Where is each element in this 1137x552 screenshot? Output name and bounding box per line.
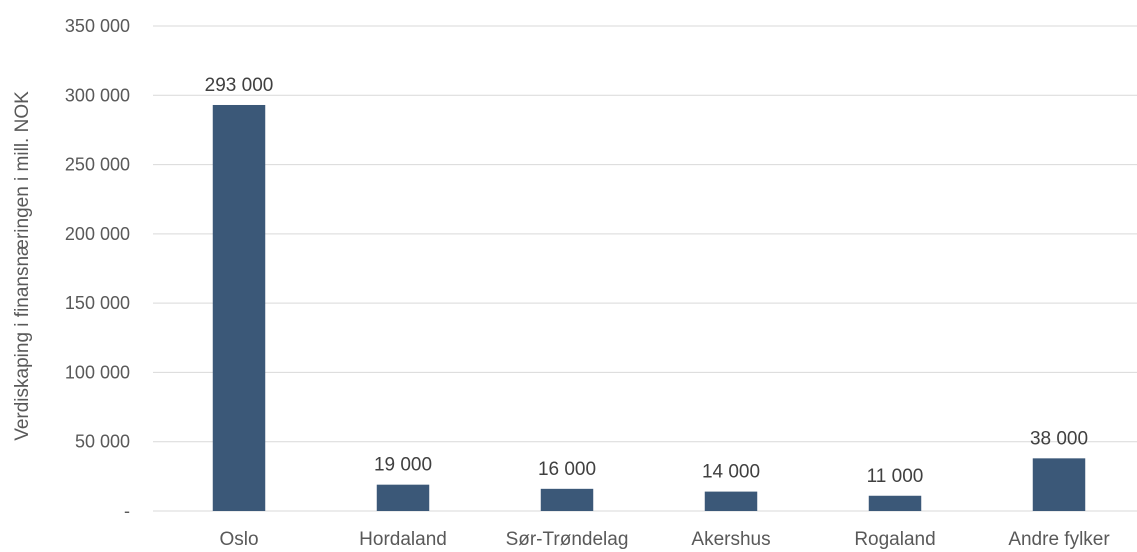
data-labels: 293 000 19 000 16 000 14 000 11 000 38 000 <box>205 75 1088 487</box>
bar <box>1032 458 1086 511</box>
data-label: 11 000 <box>867 466 924 487</box>
y-tick-label: 300 000 <box>65 85 130 105</box>
x-category-label: Sør-Trøndelag <box>506 529 629 550</box>
data-label: 14 000 <box>702 462 760 483</box>
x-axis-categories: Oslo Hordaland Sør-Trøndelag Akershus Rogala… <box>219 529 1110 550</box>
bar <box>376 484 430 511</box>
y-tick-label: 200 000 <box>65 224 130 244</box>
bar <box>212 104 266 511</box>
data-label: 19 000 <box>374 455 432 476</box>
x-category-label: Hordaland <box>359 529 447 550</box>
x-category-label: Oslo <box>219 529 258 550</box>
x-category-label: Andre fylker <box>1008 529 1110 550</box>
y-axis-title: Verdiskaping i finansnæringen i mill. NO… <box>12 91 33 441</box>
data-label: 38 000 <box>1030 428 1088 449</box>
y-tick-label: - <box>124 501 130 521</box>
data-label: 293 000 <box>205 75 274 96</box>
bar <box>868 495 922 511</box>
x-category-label: Akershus <box>691 529 770 550</box>
x-category-label: Rogaland <box>854 529 935 550</box>
y-tick-label: 250 000 <box>65 155 130 175</box>
bar <box>704 491 758 511</box>
y-tick-label: 150 000 <box>65 293 130 313</box>
y-tick-label: 100 000 <box>65 362 130 382</box>
data-label: 16 000 <box>538 459 596 480</box>
gridlines <box>153 25 1137 512</box>
y-tick-label: 350 000 <box>65 16 130 36</box>
bar <box>540 488 594 511</box>
y-axis-ticks: - 50 000 100 000 150 000 200 000 250 000 300 0… <box>65 16 130 521</box>
y-tick-label: 50 000 <box>75 432 130 452</box>
bars <box>212 104 1086 511</box>
